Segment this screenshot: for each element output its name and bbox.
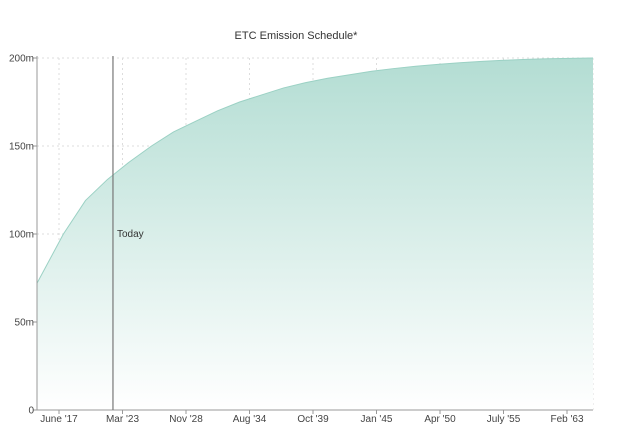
- x-tick-label: Feb '63: [550, 414, 583, 425]
- today-annotation: Today: [112, 56, 144, 410]
- x-tick-label: Oct '39: [297, 414, 329, 425]
- axes: [33, 56, 593, 414]
- y-tick-label: 0: [28, 406, 34, 417]
- y-tick-label: 150m: [9, 142, 34, 153]
- x-tick-label: Mar '23: [106, 414, 139, 425]
- series-line: [36, 57, 594, 284]
- y-tick-label: 50m: [15, 318, 34, 329]
- x-tick-label: Apr '50: [424, 414, 456, 425]
- x-tick-label: Aug '34: [233, 414, 267, 425]
- today-label: Today: [117, 229, 144, 240]
- y-tick-label: 100m: [9, 230, 34, 241]
- x-tick-label: Jan '45: [361, 414, 393, 425]
- chart-title: ETC Emission Schedule*: [235, 30, 359, 42]
- series-area: [37, 58, 593, 410]
- tick-labels: June '17 Mar '23 Nov '28 Aug '34 Oct '39 Jan …: [9, 54, 584, 426]
- x-tick-label: July '55: [487, 414, 521, 425]
- y-tick-label: 200m: [9, 54, 34, 65]
- x-tick-label: June '17: [40, 414, 78, 425]
- x-tick-label: Nov '28: [169, 414, 203, 425]
